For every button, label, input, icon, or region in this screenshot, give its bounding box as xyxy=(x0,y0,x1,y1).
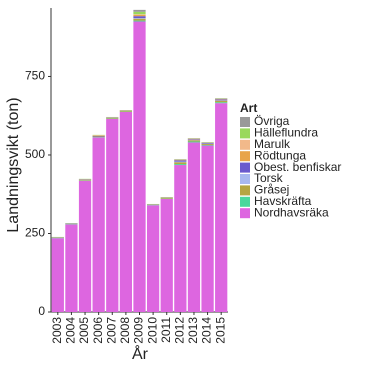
legend-swatch xyxy=(240,139,250,150)
bar-segment xyxy=(215,100,228,103)
bar-segment xyxy=(119,111,133,112)
legend-label: Gråsej xyxy=(254,183,289,197)
bar-segment xyxy=(78,180,92,312)
bar-segment xyxy=(133,9,146,12)
x-tick-label: 2011 xyxy=(159,317,173,343)
bar-segment xyxy=(133,18,146,19)
bar-segment xyxy=(201,143,214,145)
x-axis-title: År xyxy=(132,344,149,363)
x-tick-label: 2014 xyxy=(200,317,214,344)
bar-segment xyxy=(174,164,187,166)
y-tick-label: 250 xyxy=(25,226,45,240)
legend-label: Torsk xyxy=(254,171,284,185)
x-tick-label: 2006 xyxy=(91,317,105,344)
x-tick-label: 2004 xyxy=(64,317,78,344)
x-tick-label: 2005 xyxy=(77,317,91,344)
bar-segment xyxy=(133,18,146,21)
bar-segment xyxy=(133,20,146,22)
legend-swatch xyxy=(240,196,250,207)
bar-segment xyxy=(187,142,201,312)
bar-segment xyxy=(187,139,201,140)
bar-segment xyxy=(160,198,173,312)
bar-segment xyxy=(106,118,119,313)
x-tick-label: 2008 xyxy=(118,317,132,344)
legend-swatch xyxy=(240,174,250,184)
bar-segment xyxy=(119,111,133,313)
bar-segment xyxy=(92,136,105,138)
bar-segment xyxy=(65,224,78,312)
bar-segment xyxy=(201,144,214,146)
bar-segment xyxy=(92,137,105,312)
bar-segment xyxy=(133,14,146,15)
x-tick-label: 2015 xyxy=(213,317,227,344)
x-tick-label: 2009 xyxy=(132,317,146,344)
bar-segment xyxy=(106,117,119,119)
bar-segment xyxy=(51,238,64,312)
legend-label: Obest. benfiskar xyxy=(254,160,341,174)
legend-swatch xyxy=(240,151,250,162)
bar-segment xyxy=(78,179,92,181)
bar-segment xyxy=(133,11,146,15)
legend-label: Marulk xyxy=(254,137,291,151)
bar-segment xyxy=(215,99,228,101)
legend-swatch xyxy=(240,162,250,173)
legend-label: Havskräfta xyxy=(254,194,312,208)
legend-label: Nordhavsräka xyxy=(254,205,329,219)
x-tick-label: 2012 xyxy=(173,317,187,344)
bar-segment xyxy=(174,160,187,162)
legend-label: Hälleflundra xyxy=(254,126,318,140)
legend-swatch xyxy=(240,185,250,196)
y-tick-label: 0 xyxy=(38,304,45,318)
bar-segment xyxy=(174,162,187,165)
x-tick-label: 2010 xyxy=(145,317,159,344)
y-tick-label: 750 xyxy=(25,69,45,83)
bar-segment xyxy=(92,135,105,137)
legend-title: Art xyxy=(240,101,257,115)
bar-segment xyxy=(133,14,146,17)
x-tick-label: 2013 xyxy=(186,317,200,344)
bar-segment xyxy=(160,198,173,199)
legend-swatch xyxy=(240,208,250,219)
y-tick-label: 500 xyxy=(25,147,45,161)
bar-segment xyxy=(187,140,201,142)
bar-segment xyxy=(146,205,160,312)
x-tick-label: 2007 xyxy=(104,317,118,344)
legend-swatch xyxy=(240,117,250,127)
bar-segment xyxy=(201,145,214,312)
bar-segment xyxy=(133,16,146,19)
bar-segment xyxy=(174,165,187,312)
bar-segment xyxy=(201,143,214,144)
y-axis-title: Landningsvikt (ton) xyxy=(5,97,22,232)
bar-segment xyxy=(215,103,228,312)
legend-label: Rödtunga xyxy=(254,148,306,162)
bar-segment xyxy=(187,141,201,143)
bar-segment xyxy=(174,161,187,163)
bar-segment xyxy=(133,21,146,313)
legend-swatch xyxy=(240,128,250,139)
bar-segment xyxy=(215,102,228,104)
x-tick-label: 2003 xyxy=(50,317,64,344)
legend-label: Övriga xyxy=(254,114,290,128)
